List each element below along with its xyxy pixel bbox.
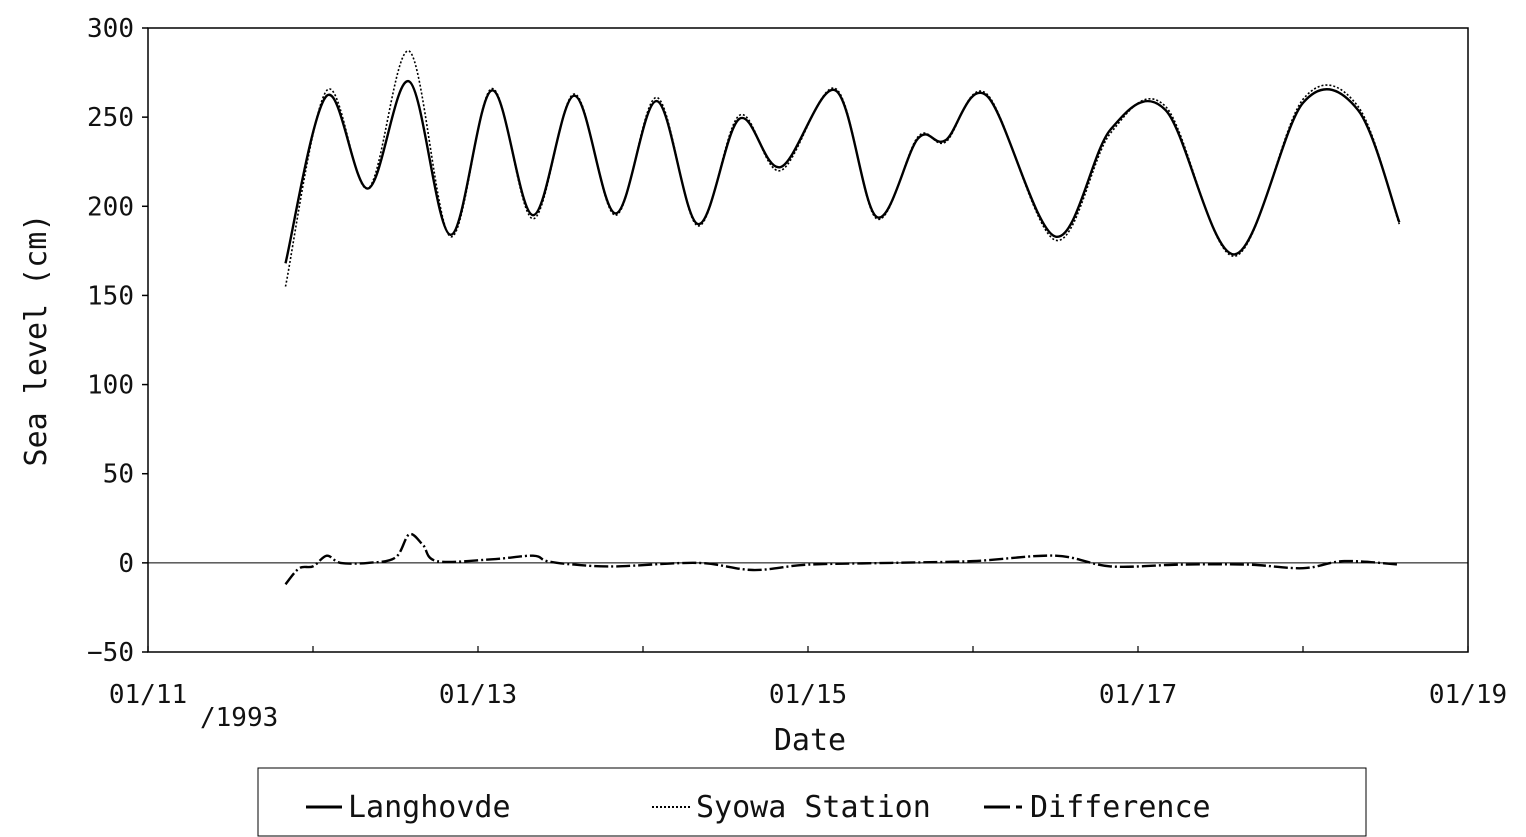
y-tick-label: 250 (87, 103, 134, 133)
series-line-difference (284, 532, 1400, 586)
y-tick-label: 50 (103, 460, 134, 490)
legend-label-langhovde: Langhovde (348, 790, 511, 825)
y-tick-label: 100 (87, 371, 134, 401)
series-line-syowa-station (284, 50, 1401, 287)
legend-label-syowa: Syowa Station (696, 790, 931, 825)
y-tick-label: 200 (87, 192, 134, 222)
x-tick-label: 01/19 (1429, 680, 1507, 710)
y-axis: −50 0 50 100 150 200 250 300 (87, 14, 148, 668)
x-axis-label: Date (774, 723, 846, 758)
x-tick-label: 01/17 (1099, 680, 1177, 710)
x-tick-label: 01/11 (109, 680, 187, 710)
legend: Langhovde Syowa Station Difference (257, 767, 1367, 837)
x-tick-label: 01/13 (439, 680, 517, 710)
x-tick-label: 01/15 (769, 680, 847, 710)
legend-label-difference: Difference (1030, 790, 1211, 825)
y-axis-label: Sea level (cm) (19, 214, 54, 467)
y-tick-label: −50 (87, 638, 134, 668)
x-axis: 01/11 01/13 01/15 01/17 01/19 (109, 646, 1507, 710)
x-year-label: /1993 (200, 703, 278, 733)
series-group (284, 50, 1401, 586)
legend-box (257, 767, 1367, 837)
y-tick-label: 150 (87, 281, 134, 311)
y-tick-label: 300 (87, 14, 134, 44)
y-tick-label: 0 (118, 549, 134, 579)
